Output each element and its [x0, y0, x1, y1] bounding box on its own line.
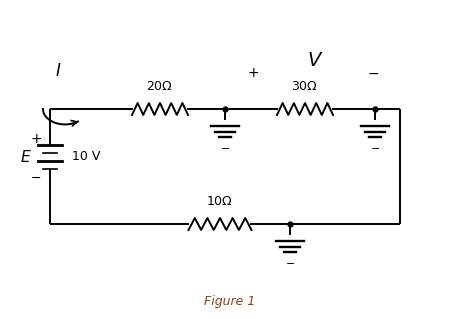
Text: 20$\Omega$: 20$\Omega$	[146, 80, 173, 93]
Text: $-$: $-$	[369, 142, 379, 152]
Text: $V$: $V$	[306, 52, 323, 70]
Text: $-$: $-$	[284, 257, 294, 267]
Text: 30$\Omega$: 30$\Omega$	[291, 80, 318, 93]
Text: $I$: $I$	[55, 63, 61, 79]
Text: 10$\Omega$: 10$\Omega$	[206, 195, 233, 208]
Text: $-$: $-$	[30, 170, 41, 183]
Text: 10 V: 10 V	[72, 151, 100, 164]
Text: +: +	[30, 132, 42, 146]
Text: $-$: $-$	[366, 66, 378, 80]
Text: $-$: $-$	[219, 142, 230, 152]
Text: $E$: $E$	[20, 149, 32, 165]
Text: Figure 1: Figure 1	[204, 294, 255, 308]
Text: +: +	[246, 66, 258, 80]
